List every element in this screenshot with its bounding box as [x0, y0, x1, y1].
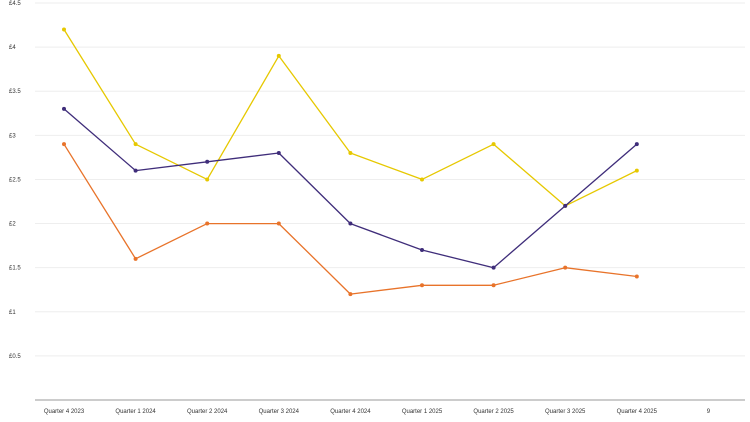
data-point[interactable] — [348, 150, 353, 155]
data-point[interactable] — [62, 142, 66, 147]
data-point[interactable] — [276, 221, 281, 226]
y-tick-label: £2.5 — [9, 177, 21, 183]
y-axis-ticks: £0.5 £1 £1.5 £2 £2.5 £3 £3.5 £4 £4.5 — [9, 1, 21, 360]
x-tick-label: Quarter 3 2025 — [545, 409, 586, 415]
y-tick-label: £0.5 — [9, 354, 21, 360]
y-tick-label: £2 — [9, 222, 16, 228]
x-tick-label: Quarter 4 2024 — [330, 409, 371, 415]
x-tick-label: 9 — [707, 409, 711, 415]
data-point[interactable] — [634, 168, 639, 173]
series-line — [63, 108, 638, 269]
data-point[interactable] — [348, 221, 353, 226]
series-2 — [62, 106, 639, 270]
data-point[interactable] — [563, 265, 568, 270]
y-tick-label: £4.5 — [9, 1, 21, 7]
data-point[interactable] — [491, 265, 496, 270]
y-tick-label: £1 — [9, 310, 16, 316]
x-tick-label: Quarter 1 2024 — [115, 409, 156, 415]
series-1 — [62, 27, 639, 208]
x-tick-label: Quarter 4 2023 — [44, 409, 85, 415]
data-point[interactable] — [133, 256, 138, 261]
data-point[interactable] — [348, 292, 353, 297]
gridlines — [35, 2, 745, 357]
x-tick-label: Quarter 4 2025 — [617, 409, 658, 415]
data-point[interactable] — [62, 106, 66, 111]
x-tick-label: Quarter 1 2025 — [402, 409, 443, 415]
data-point[interactable] — [563, 203, 568, 208]
data-point[interactable] — [62, 27, 66, 32]
data-point[interactable] — [276, 150, 281, 155]
series-lines — [62, 27, 639, 297]
data-point[interactable] — [634, 274, 639, 279]
data-point[interactable] — [420, 248, 424, 253]
y-tick-label: £4 — [9, 45, 16, 51]
data-point[interactable] — [420, 177, 424, 182]
y-tick-label: £1.5 — [9, 266, 21, 272]
data-point[interactable] — [205, 159, 210, 164]
x-tick-label: Quarter 2 2025 — [473, 409, 514, 415]
data-point[interactable] — [205, 177, 210, 182]
y-tick-label: £3 — [9, 133, 16, 139]
series-3 — [62, 142, 639, 297]
x-tick-label: Quarter 2 2024 — [187, 409, 228, 415]
data-point[interactable] — [491, 142, 496, 147]
data-point[interactable] — [491, 283, 496, 288]
x-axis-ticks: Quarter 4 2023 Quarter 1 2024 Quarter 2 20… — [44, 409, 711, 415]
y-tick-label: £3.5 — [9, 89, 21, 95]
data-point[interactable] — [133, 142, 138, 147]
data-point[interactable] — [205, 221, 210, 226]
x-tick-label: Quarter 3 2024 — [259, 409, 300, 415]
series-line — [63, 143, 637, 295]
data-point[interactable] — [276, 53, 281, 58]
data-point[interactable] — [420, 283, 424, 288]
data-point[interactable] — [634, 142, 639, 147]
data-point[interactable] — [133, 168, 138, 173]
